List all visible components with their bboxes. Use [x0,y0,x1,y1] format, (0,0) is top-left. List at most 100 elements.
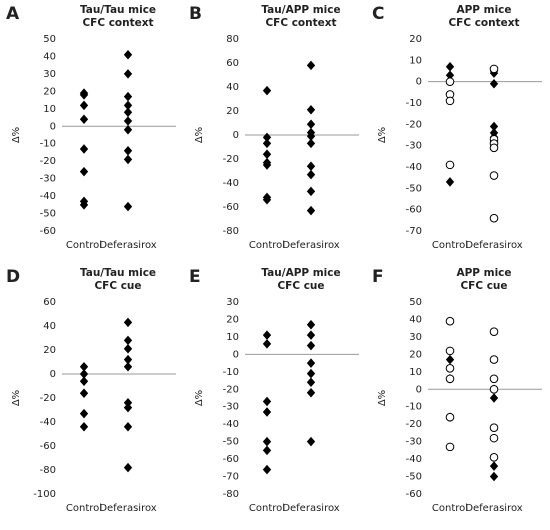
y-tick-label: 0 [233,349,239,360]
data-point [489,64,499,74]
panel-title: CFC cue [277,280,324,292]
y-axis-label: Δ% [11,390,22,406]
data-point [306,105,316,115]
data-point [262,445,272,456]
data-point [445,364,455,373]
y-tick-label: -60 [406,489,422,500]
data-point [445,77,455,86]
y-tick-label: 30 [43,69,56,80]
panel-title: CFC cue [460,280,507,292]
y-tick-label: 0 [416,384,422,395]
y-tick-label: 0 [50,369,56,380]
data-point [489,471,499,482]
data-point [489,423,499,432]
x-tick-label: Deferasirox [465,240,522,251]
data-point [123,145,133,156]
data-point [123,116,133,126]
panel-title: Tau/APP mice [261,267,340,279]
y-tick-label: -20 [223,384,239,395]
y-tick-label: -40 [40,417,56,428]
data-point [123,49,133,60]
y-tick-label: -10 [223,367,239,378]
data-point [445,61,455,72]
data-point [445,412,455,422]
data-point [489,433,499,443]
x-tick-label: Deferasirox [282,503,339,514]
data-point [123,335,133,346]
y-tick-label: -50 [406,472,422,483]
y-tick-label: 20 [409,349,422,360]
data-point [123,107,133,118]
data-point [262,149,272,159]
data-point [489,461,499,471]
x-tick-label: Control [249,503,285,514]
x-tick-label: Control [432,240,468,251]
panel-letter: D [6,267,20,287]
x-tick-label: Control [66,503,102,514]
data-point [489,79,499,89]
data-point [79,408,89,419]
panel-letter: C [372,4,384,24]
data-point [123,91,133,102]
y-tick-label: 60 [226,58,239,69]
data-point [445,354,455,365]
data-point [79,100,89,111]
y-tick-label: -40 [223,178,239,189]
panel-title: APP mice [456,4,511,16]
y-tick-label: -80 [40,465,56,476]
data-point [79,376,89,386]
data-point [79,114,89,125]
data-point [489,453,499,462]
y-tick-label: -60 [40,226,56,237]
data-point [489,355,499,364]
data-point [445,160,455,170]
data-point [262,464,272,475]
y-tick-label: -80 [223,489,239,500]
data-point [79,166,89,177]
data-point [262,330,272,340]
panel-title: CFC context [82,17,153,29]
panel-letter: E [189,267,201,287]
data-point [306,377,316,388]
y-tick-label: -20 [406,119,422,130]
y-tick-label: -50 [223,437,239,448]
y-tick-label: -40 [223,419,239,430]
y-tick-label: -30 [406,437,422,448]
y-tick-label: -40 [40,191,56,202]
y-tick-label: -20 [223,154,239,165]
data-point [79,200,89,210]
y-tick-label: 50 [43,34,56,45]
y-tick-label: 30 [226,297,239,308]
y-tick-label: -100 [33,489,56,500]
panel-title: CFC cue [94,280,141,292]
panel-letter: F [372,267,384,287]
data-point [306,119,316,129]
panel-title: Tau/Tau mice [80,4,156,16]
y-tick-label: 10 [409,55,422,66]
y-tick-label: 60 [43,297,56,308]
y-axis-label: Δ% [377,390,388,406]
y-axis-label: Δ% [194,127,205,143]
data-point [445,316,455,326]
data-point [306,319,316,330]
y-tick-label: 80 [226,34,239,45]
panel-title: Tau/APP mice [261,4,340,16]
data-point [445,442,455,452]
data-point [123,402,133,413]
data-point [262,396,272,407]
y-tick-label: 50 [409,297,422,308]
y-tick-label: 40 [43,51,56,62]
y-tick-label: -80 [223,226,239,237]
data-point [306,436,316,447]
y-tick-label: -30 [40,174,56,185]
panel-title: APP mice [456,267,511,279]
y-tick-label: 20 [226,314,239,325]
y-tick-label: 40 [226,82,239,93]
y-tick-label: 10 [409,367,422,378]
data-point [79,422,89,432]
y-tick-label: -30 [223,402,239,413]
data-point [306,388,316,398]
y-axis-label: Δ% [377,127,388,143]
